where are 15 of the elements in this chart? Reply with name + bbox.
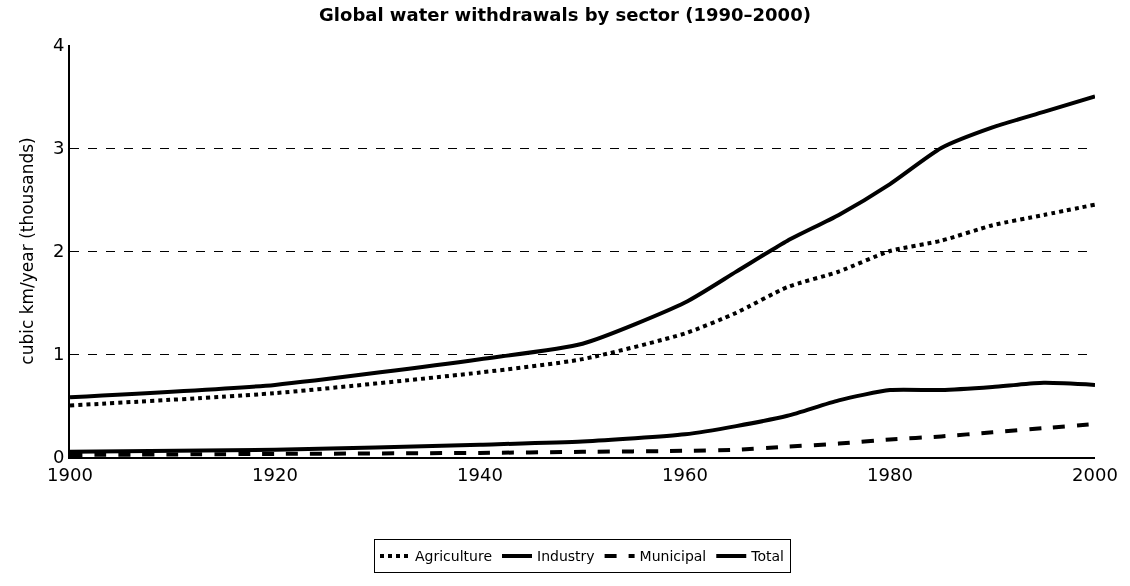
chart-title: Global water withdrawals by sector (1990–2000) xyxy=(319,4,811,26)
y-tick-label: 3 xyxy=(52,137,65,159)
x-tick-label: 1960 xyxy=(662,463,708,485)
y-tick-label: 2 xyxy=(52,240,65,262)
x-tick-label: 1940 xyxy=(457,463,503,485)
legend-label: Agriculture xyxy=(415,548,492,565)
legend-label: Total xyxy=(750,548,784,565)
legend-label: Municipal xyxy=(639,548,707,565)
x-tick-label: 1980 xyxy=(867,463,913,485)
legend-label: Industry xyxy=(537,548,595,565)
y-axis-title: cubic km/year (thousands) xyxy=(17,137,37,365)
x-tick-label: 2000 xyxy=(1072,463,1118,485)
y-tick-label: 1 xyxy=(52,343,65,365)
x-tick-label: 1920 xyxy=(252,463,298,485)
y-tick-label: 4 xyxy=(52,34,65,56)
